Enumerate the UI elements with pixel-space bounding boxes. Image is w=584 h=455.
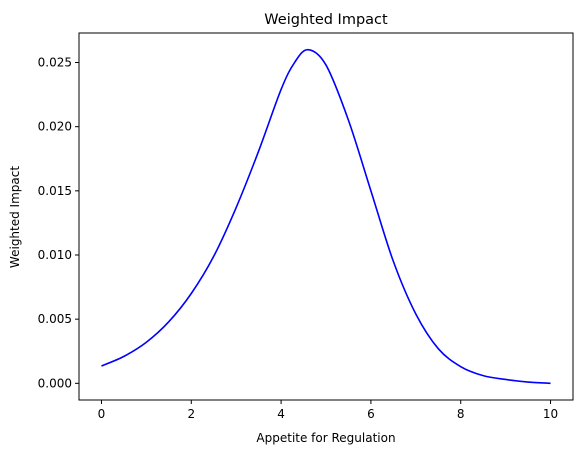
y-tick-label: 0.010	[38, 248, 72, 262]
y-tick-label: 0.025	[38, 56, 72, 70]
x-tick-label: 8	[457, 407, 465, 421]
y-axis-label: Weighted Impact	[8, 166, 22, 268]
y-tick-label: 0.020	[38, 120, 72, 134]
y-tick-label: 0.000	[38, 376, 72, 390]
x-axis-label: Appetite for Regulation	[256, 431, 395, 445]
y-tick-label: 0.005	[38, 312, 72, 326]
x-tick-label: 4	[277, 407, 285, 421]
plot-area	[101, 48, 551, 385]
x-tick-label: 6	[367, 407, 375, 421]
plot-frame	[78, 32, 574, 401]
series-line	[101, 48, 551, 385]
x-tick-label: 10	[543, 407, 558, 421]
y-axis: 0.000 0.005 0.010 0.015 0.020 0.025	[38, 56, 79, 390]
chart-title: Weighted Impact	[264, 12, 388, 28]
x-tick-label: 0	[98, 407, 106, 421]
y-tick-label: 0.015	[38, 184, 72, 198]
x-axis: 0 2 4 6 8 10	[98, 400, 558, 421]
x-tick-label: 2	[187, 407, 195, 421]
